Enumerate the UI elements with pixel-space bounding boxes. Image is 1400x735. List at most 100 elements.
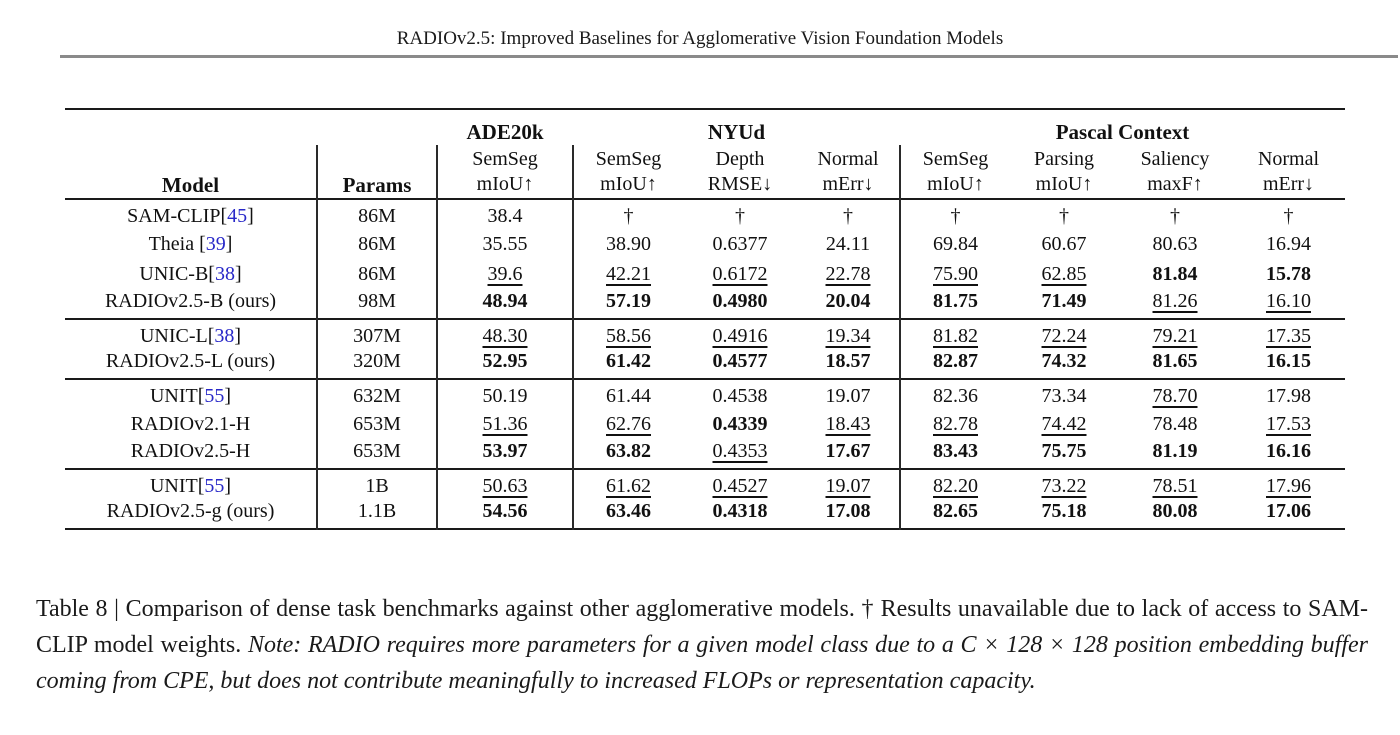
value-cell: 82.65 — [933, 500, 978, 522]
model-cell: UNIT[55] — [65, 379, 318, 409]
col-task-semseg-1: SemSeg — [595, 148, 662, 170]
value-cell: 16.16 — [1266, 440, 1311, 462]
table-row: Theia [39] 86M 35.55 38.90 0.6377 24.11 69.84 6… — [65, 229, 1345, 259]
value-cell: 82.87 — [933, 350, 978, 372]
value-cell: 62.85 — [1041, 262, 1087, 285]
citation-link[interactable]: 45 — [227, 205, 248, 227]
value-cell: 51.36 — [437, 409, 574, 439]
citation-link[interactable]: 38 — [214, 262, 235, 285]
table-row: UNIT[55] 1B 50.63 61.62 0.4527 19.07 82.20 73.2… — [65, 469, 1345, 499]
value-cell: † — [950, 205, 961, 227]
value-cell: 78.70 — [1152, 385, 1198, 407]
value-cell: 0.4577 — [712, 350, 768, 372]
value-cell: 18.43 — [797, 409, 901, 439]
value-cell: 78.51 — [1152, 475, 1198, 497]
value-cell: 16.15 — [1266, 350, 1311, 372]
value-cell: 82.20 — [933, 475, 978, 497]
value-cell: † — [1170, 205, 1180, 227]
table-row: RADIOv2.5-B (ours) 98M 48.94 57.19 0.4980 20.… — [65, 289, 1345, 319]
model-cell: UNIT[55] — [65, 469, 318, 499]
params-cell: 98M — [317, 289, 438, 319]
params-cell: 86M — [317, 259, 438, 289]
value-cell: 0.6377 — [712, 232, 768, 255]
value-cell: 83.43 — [933, 440, 978, 462]
col-group-pascal-context: Pascal Context — [1055, 119, 1190, 144]
value-cell: 0.4339 — [712, 412, 768, 435]
col-metric-6: maxF↑ — [1147, 173, 1203, 195]
model-cell: RADIOv2.5-B (ours) — [65, 289, 318, 319]
value-cell: 50.63 — [437, 469, 574, 499]
params-cell: 1B — [317, 469, 438, 499]
value-cell: 71.49 — [1041, 290, 1087, 312]
table-row: UNIT[55] 632M 50.19 61.44 0.4538 19.07 82.36 73… — [65, 379, 1345, 409]
value-cell: 81.26 — [1152, 290, 1198, 312]
value-cell: 74.42 — [1041, 412, 1087, 435]
params-cell: 320M — [317, 349, 438, 379]
value-cell: 81.75 — [933, 290, 978, 312]
value-cell: 0.4980 — [712, 290, 768, 312]
col-task-parsing-5: Parsing — [1034, 148, 1094, 170]
value-cell: 17.08 — [797, 499, 901, 529]
value-cell: † — [735, 205, 745, 227]
value-cell: 78.48 — [1152, 412, 1198, 435]
value-cell: 18.57 — [797, 349, 901, 379]
model-cell: RADIOv2.5-g (ours) — [65, 499, 318, 529]
citation-link[interactable]: 39 — [205, 232, 226, 255]
value-cell: 0.4916 — [712, 325, 768, 347]
row-group-4: UNIT[55] 1B 50.63 61.62 0.4527 19.07 82.20 73.2… — [65, 469, 1345, 529]
value-cell: 80.63 — [1152, 232, 1198, 255]
col-metric-0: mIoU↑ — [437, 172, 574, 199]
table-row: RADIOv2.5-H 653M 53.97 63.82 0.4353 17.67 83.4… — [65, 439, 1345, 469]
col-task-semseg-0: SemSeg — [437, 145, 574, 172]
value-cell: 60.67 — [1041, 232, 1087, 255]
value-cell: 61.42 — [606, 350, 651, 372]
value-cell: 16.94 — [1266, 232, 1311, 255]
table-row: UNIC-L[38] 307M 48.30 58.56 0.4916 19.34 81.82… — [65, 319, 1345, 349]
col-metric-3: mErr↓ — [797, 172, 901, 199]
value-cell: 17.96 — [1266, 475, 1311, 497]
model-cell: SAM-CLIP[45] — [65, 199, 318, 229]
value-cell: 53.97 — [437, 439, 574, 469]
row-group-2: UNIC-L[38] 307M 48.30 58.56 0.4916 19.34 81.82… — [65, 319, 1345, 379]
value-cell: 62.76 — [606, 412, 651, 435]
value-cell: 82.78 — [933, 412, 978, 435]
table-row: RADIOv2.5-g (ours) 1.1B 54.56 63.46 0.4318 17… — [65, 499, 1345, 529]
task-header-row: Model Params SemSeg SemSeg Depth Normal SemSeg… — [65, 145, 1345, 199]
value-cell: 81.19 — [1152, 440, 1198, 462]
value-cell: 79.21 — [1152, 325, 1198, 347]
value-cell: 17.06 — [1266, 500, 1311, 522]
col-task-semseg-4: SemSeg — [922, 148, 989, 170]
value-cell: 38.4 — [437, 199, 574, 229]
params-cell: 653M — [317, 409, 438, 439]
benchmark-table: ADE20k NYUd Pascal Context Model Params SemSe… — [65, 108, 1345, 530]
value-cell: 75.75 — [1041, 440, 1087, 462]
params-cell: 1.1B — [317, 499, 438, 529]
params-cell: 632M — [317, 379, 438, 409]
value-cell: 63.82 — [606, 440, 651, 462]
row-group-1: SAM-CLIP[45] 86M 38.4 † † † † † † † Theia [39] 86M 3… — [65, 199, 1345, 319]
value-cell: 81.84 — [1152, 262, 1198, 285]
table-caption: Table 8 | Comparison of dense task bench… — [36, 591, 1368, 699]
value-cell: 81.82 — [933, 325, 978, 347]
citation-link[interactable]: 55 — [204, 475, 225, 497]
col-group-nyud: NYUd — [707, 119, 766, 144]
value-cell: 48.30 — [437, 319, 574, 349]
citation-link[interactable]: 38 — [214, 325, 235, 347]
value-cell: 17.35 — [1266, 325, 1311, 347]
col-task-depth-2: Depth — [715, 148, 765, 170]
model-cell: UNIC-L[38] — [65, 319, 318, 349]
value-cell: 0.4527 — [712, 475, 768, 497]
table-row: SAM-CLIP[45] 86M 38.4 † † † † † † † — [65, 199, 1345, 229]
caption-note-text: Note: RADIO requires more parameters for… — [36, 632, 1369, 694]
value-cell: 69.84 — [933, 232, 978, 255]
citation-link[interactable]: 55 — [204, 385, 225, 407]
value-cell: 0.4318 — [712, 500, 768, 522]
value-cell: 17.53 — [1266, 412, 1311, 435]
col-metric-2: RMSE↓ — [707, 173, 773, 195]
value-cell: 48.94 — [437, 289, 574, 319]
col-metric-7: mErr↓ — [1262, 173, 1315, 195]
value-cell: 0.4353 — [712, 440, 768, 462]
value-cell: 61.62 — [606, 475, 651, 497]
value-cell: 42.21 — [606, 262, 651, 285]
running-title: RADIOv2.5: Improved Baselines for Agglom… — [396, 28, 1004, 49]
